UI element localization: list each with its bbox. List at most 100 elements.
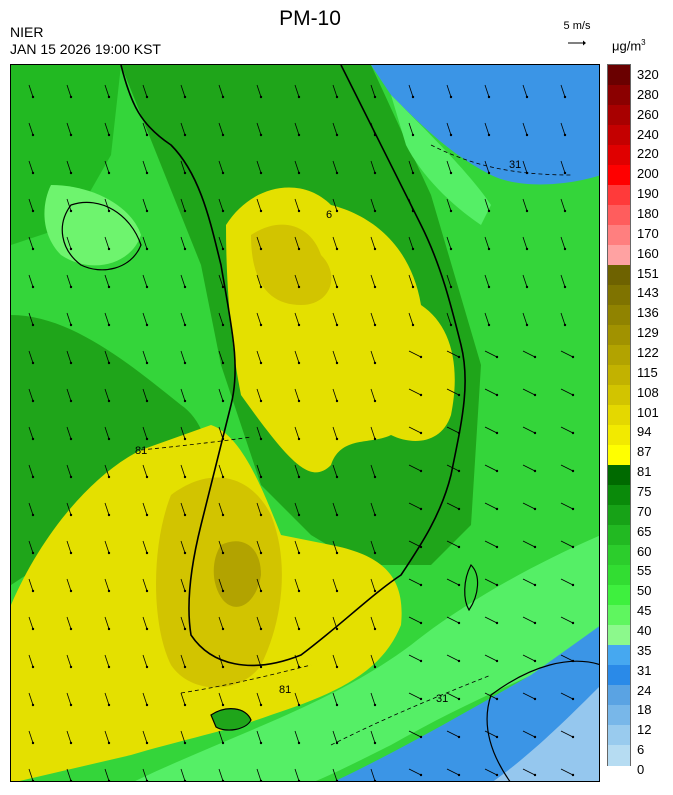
color-scale-label: 94 bbox=[637, 424, 652, 440]
color-scale-label: 260 bbox=[637, 106, 659, 122]
wind-arrow-icon bbox=[332, 426, 338, 440]
wind-arrow-icon bbox=[484, 122, 490, 136]
wind-arrow-icon bbox=[484, 502, 498, 510]
wind-arrow-head-icon bbox=[297, 513, 301, 517]
wind-arrow-icon bbox=[66, 426, 72, 440]
wind-arrow-icon bbox=[104, 426, 110, 440]
wind-arrow-icon bbox=[104, 312, 110, 326]
wind-arrow-head-icon bbox=[297, 323, 301, 327]
color-scale-label: 115 bbox=[637, 364, 658, 380]
wind-arrow-icon bbox=[370, 236, 376, 250]
color-scale-label: 320 bbox=[637, 67, 659, 82]
wind-arrow-head-icon bbox=[571, 431, 575, 435]
wind-arrow-head-icon bbox=[69, 323, 73, 327]
wind-arrow-head-icon bbox=[419, 355, 423, 359]
color-scale-label: 55 bbox=[637, 563, 652, 579]
contour-label: 81 bbox=[135, 445, 147, 457]
wind-arrow-icon bbox=[332, 84, 338, 98]
wind-arrow-icon bbox=[370, 160, 376, 174]
wind-arrow-head-icon bbox=[69, 665, 73, 669]
wind-arrow-head-icon bbox=[335, 437, 339, 441]
wind-arrow-head-icon bbox=[335, 703, 339, 707]
color-scale-label: 160 bbox=[637, 245, 659, 261]
wind-arrow-head-icon bbox=[183, 171, 187, 175]
wind-arrow-head-icon bbox=[69, 779, 73, 781]
wind-arrow-icon bbox=[332, 122, 338, 136]
color-scale-segment bbox=[608, 325, 630, 346]
unit-prefix: μg/m bbox=[612, 38, 642, 54]
wind-arrow-head-icon bbox=[31, 779, 35, 781]
wind-arrow-head-icon bbox=[183, 741, 187, 745]
wind-arrow-icon bbox=[446, 578, 460, 586]
wind-arrow-head-icon bbox=[145, 399, 149, 403]
concentration-map: 81 81 31 31 6 bbox=[10, 64, 600, 782]
wind-arrow-head-icon bbox=[297, 95, 301, 99]
wind-arrow-head-icon bbox=[487, 133, 491, 137]
wind-arrow-icon bbox=[522, 312, 528, 326]
kyushu-coastline bbox=[486, 660, 599, 781]
wind-arrow-icon bbox=[560, 540, 574, 548]
wind-arrow-head-icon bbox=[563, 171, 567, 175]
wind-arrow-head-icon bbox=[221, 665, 225, 669]
wind-arrow-icon bbox=[180, 274, 186, 288]
wind-arrow-icon bbox=[370, 198, 376, 212]
wind-arrow-icon bbox=[332, 730, 338, 744]
clean-area-southeast bbox=[335, 626, 599, 781]
wind-arrow-head-icon bbox=[563, 323, 567, 327]
wind-arrow-head-icon bbox=[259, 209, 263, 213]
wind-arrow-head-icon bbox=[31, 247, 35, 251]
wind-arrow-icon bbox=[446, 312, 452, 326]
wind-arrow-icon bbox=[104, 84, 110, 98]
wind-arrow-icon bbox=[28, 616, 34, 630]
wind-arrow-icon bbox=[28, 274, 34, 288]
wind-arrow-head-icon bbox=[183, 399, 187, 403]
wind-arrow-head-icon bbox=[525, 323, 529, 327]
wind-arrow-icon bbox=[484, 768, 498, 776]
wind-arrow-icon bbox=[484, 692, 498, 700]
color-scale-segment bbox=[608, 485, 630, 506]
wind-arrow-icon bbox=[560, 312, 566, 326]
color-scale-segment bbox=[608, 705, 630, 726]
wind-arrow-head-icon bbox=[525, 285, 529, 289]
wind-arrow-icon bbox=[294, 198, 300, 212]
wind-arrow-head-icon bbox=[373, 513, 377, 517]
wind-arrow-icon bbox=[66, 274, 72, 288]
color-scale-label: 220 bbox=[637, 146, 659, 162]
color-scale-label: 12 bbox=[637, 722, 652, 738]
wind-arrow-head-icon bbox=[107, 703, 111, 707]
wind-arrow-icon bbox=[28, 388, 34, 402]
wind-arrow-icon bbox=[332, 502, 338, 516]
wind-arrow-head-icon bbox=[145, 703, 149, 707]
agency-label: NIER bbox=[10, 24, 44, 40]
wind-arrow-icon bbox=[560, 122, 566, 136]
wind-arrow-icon bbox=[66, 730, 72, 744]
wind-arrow-icon bbox=[256, 616, 262, 630]
wind-arrow-head-icon bbox=[487, 95, 491, 99]
wind-arrow-head-icon bbox=[107, 247, 111, 251]
color-scale-label: 170 bbox=[637, 225, 659, 241]
coastal-band-northeast bbox=[391, 95, 491, 225]
wind-arrow-icon bbox=[28, 768, 34, 781]
color-scale-label: 151 bbox=[637, 265, 659, 281]
map-title: PM-10 bbox=[279, 7, 341, 30]
wind-arrow-icon bbox=[66, 768, 72, 781]
wind-arrow-head-icon bbox=[419, 507, 423, 511]
wind-arrow-icon bbox=[522, 122, 528, 136]
wind-arrow-head-icon bbox=[145, 133, 149, 137]
wind-arrow-icon bbox=[294, 654, 300, 668]
color-scale-label: 6 bbox=[637, 742, 645, 758]
color-scale-segment bbox=[608, 505, 630, 526]
wind-arrow-head-icon bbox=[373, 361, 377, 365]
wind-arrow-icon bbox=[446, 654, 460, 662]
wind-arrow-head-icon bbox=[31, 361, 35, 365]
wind-arrow-head-icon bbox=[183, 475, 187, 479]
wind-arrow-icon bbox=[142, 502, 148, 516]
wind-arrow-icon bbox=[370, 84, 376, 98]
wind-arrow-head-icon bbox=[221, 323, 225, 327]
wind-arrow-head-icon bbox=[145, 171, 149, 175]
wind-arrow-head-icon bbox=[525, 247, 529, 251]
wind-arrow-head-icon bbox=[145, 627, 149, 631]
wind-arrow-icon bbox=[332, 312, 338, 326]
wind-arrow-head-icon bbox=[297, 285, 301, 289]
wind-arrow-icon bbox=[142, 654, 148, 668]
